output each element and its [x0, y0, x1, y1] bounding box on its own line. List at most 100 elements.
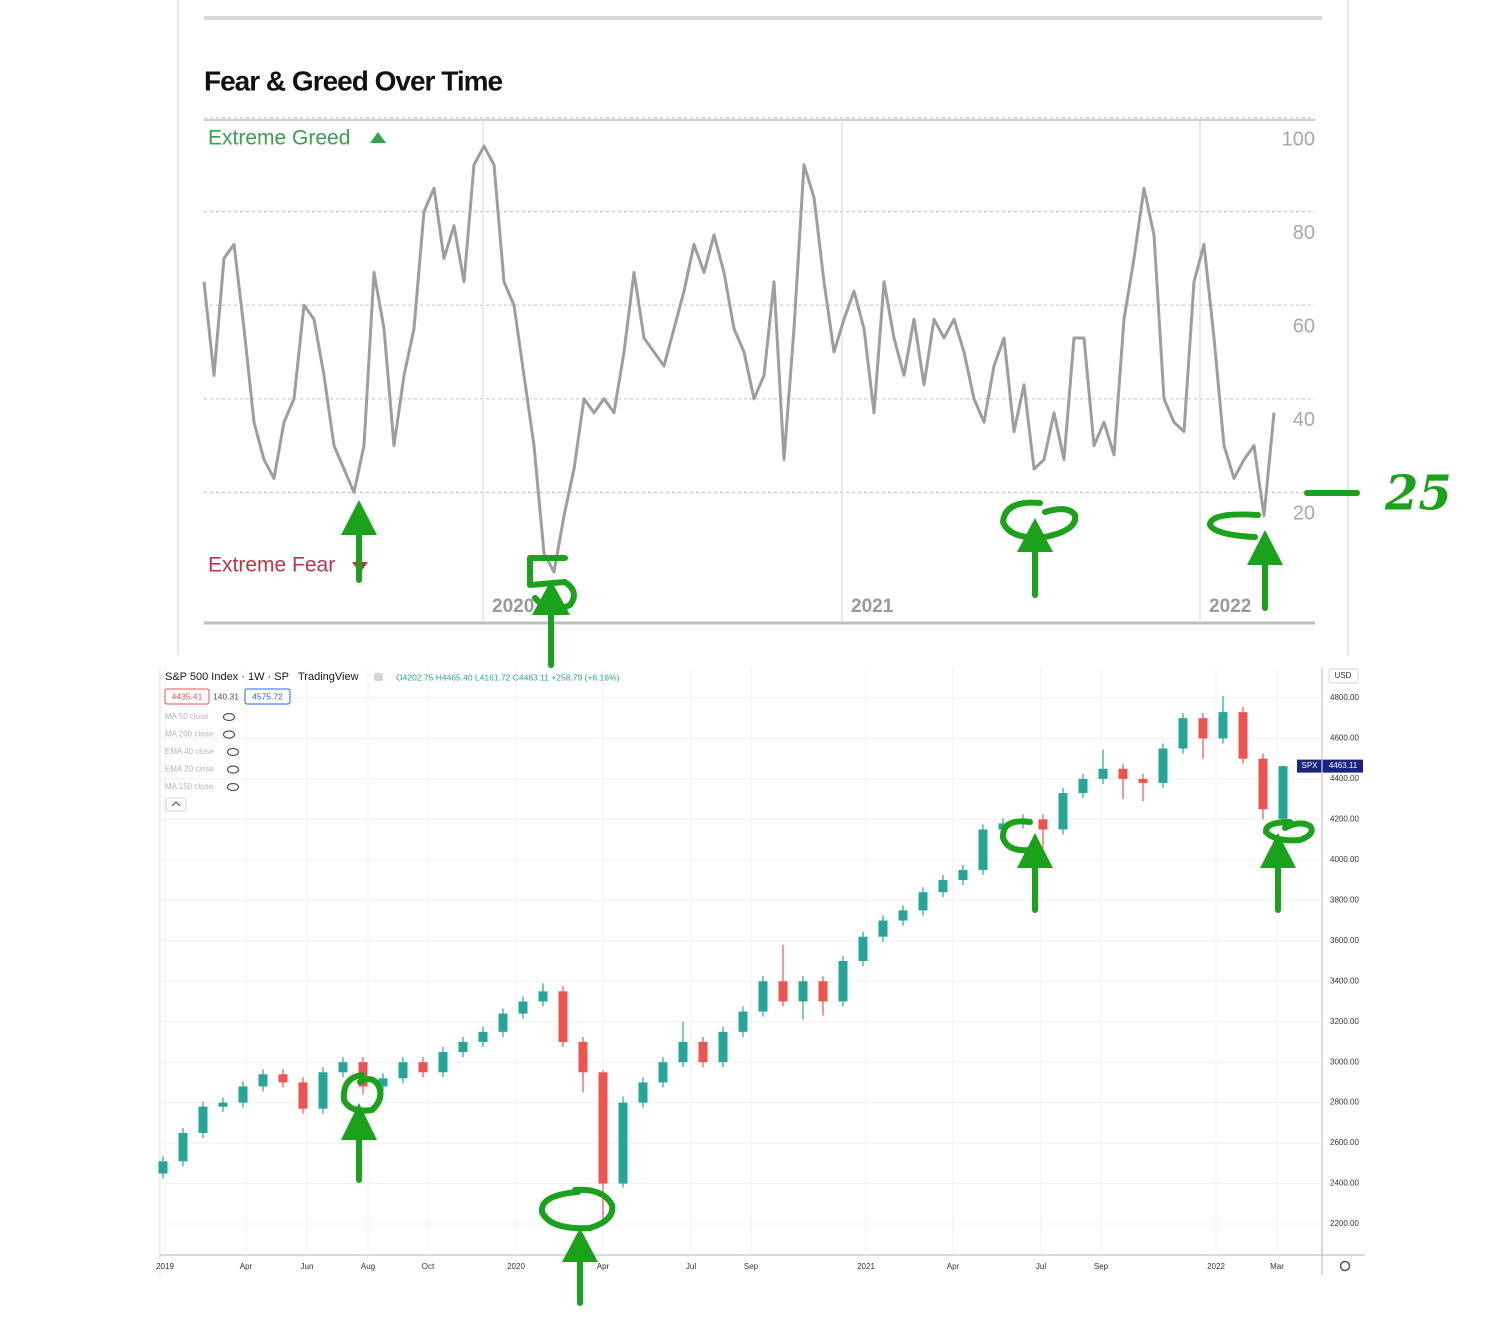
- x-tick-label: Mar: [1270, 1262, 1284, 1271]
- candle-body: [198, 1106, 208, 1133]
- indicator-label: MA 150 close: [165, 782, 214, 791]
- arrow-head: [1017, 833, 1053, 868]
- price-tag: [1297, 759, 1363, 773]
- y-tick-label: 4400.00: [1330, 774, 1359, 783]
- quote-value: 4575.72: [252, 691, 283, 701]
- extreme-greed-label: Extreme Greed: [208, 127, 350, 150]
- visibility-icon[interactable]: [226, 765, 240, 774]
- candle-body: [578, 1041, 588, 1073]
- scribble: [1000, 818, 1033, 854]
- visibility-icon[interactable]: [226, 747, 240, 757]
- candle-body: [458, 1041, 468, 1053]
- candle-body: [638, 1082, 648, 1103]
- visibility-icon[interactable]: [222, 712, 236, 722]
- candle-body: [598, 1072, 608, 1184]
- y-tick-label: 100: [1282, 128, 1315, 150]
- hand-annotations-bottom: [340, 818, 1315, 1306]
- candle-body: [1078, 778, 1088, 794]
- arrow-head: [1260, 833, 1296, 868]
- candle-body: [158, 1161, 168, 1174]
- candle-body: [378, 1078, 388, 1087]
- arrow-head: [1247, 530, 1283, 565]
- candle-body: [558, 991, 568, 1042]
- y-tick-label: 4600.00: [1330, 734, 1359, 743]
- candle-body: [1138, 778, 1148, 783]
- candle-body: [1278, 766, 1288, 819]
- y-tick-label: 4000.00: [1330, 855, 1359, 864]
- currency-box[interactable]: [1328, 668, 1359, 684]
- x-tick-label: Aug: [361, 1262, 375, 1271]
- extreme-fear-label: Extreme Fear: [208, 554, 335, 577]
- candle-body: [658, 1062, 668, 1083]
- x-tick-label: 2020: [507, 1262, 525, 1271]
- candle-body: [1218, 712, 1228, 739]
- menu-button[interactable]: [374, 673, 383, 681]
- candle-body: [758, 981, 768, 1012]
- fear-greed-chart: Fear & Greed Over Time 20 40 60 80 100 2020 202…: [202, 65, 1452, 622]
- candle-body: [1098, 768, 1108, 779]
- candle-body: [858, 936, 868, 961]
- scribble: [1207, 511, 1261, 540]
- x-tick-label: 2021: [851, 596, 894, 617]
- candle-body: [438, 1052, 448, 1073]
- arrow-head: [562, 1228, 598, 1262]
- y-tick-label: 3200.00: [1330, 1017, 1359, 1026]
- candle-body: [738, 1011, 748, 1032]
- y-tick-label: 60: [1293, 315, 1315, 337]
- arrow-head: [341, 1103, 377, 1140]
- indicator-label: MA 50 close: [165, 712, 209, 721]
- hand-annotations-top: [341, 490, 1360, 668]
- y-tick-label: 3800.00: [1330, 895, 1359, 904]
- visibility-icon[interactable]: [226, 782, 240, 792]
- candle-body: [798, 981, 808, 1002]
- y-tick-label: 2800.00: [1330, 1098, 1359, 1107]
- candle-body: [838, 960, 848, 1002]
- candle-body: [898, 910, 908, 921]
- scribble: [527, 555, 577, 612]
- indicator-label: EMA 20 close: [165, 765, 214, 774]
- y-tick-label: 2600.00: [1330, 1138, 1359, 1147]
- y-tick-label: 3400.00: [1330, 976, 1359, 985]
- x-tick-label: Sep: [744, 1262, 759, 1271]
- arrow-head: [341, 500, 377, 535]
- candle-body: [258, 1074, 268, 1087]
- candle-body: [1238, 712, 1248, 759]
- chart-title: S&P 500 Index · 1W · SP: [165, 671, 289, 683]
- candle-body: [1058, 793, 1068, 830]
- candle-body: [1198, 718, 1208, 739]
- x-tick-label: Apr: [947, 1262, 960, 1271]
- candle-body: [978, 829, 988, 870]
- x-tick-label: Apr: [240, 1262, 253, 1271]
- x-tick-label: Sep: [1094, 1262, 1109, 1271]
- y-tick-label: 80: [1293, 222, 1315, 244]
- quote-box: [164, 688, 210, 705]
- price-tag-symbol: SPX: [1301, 761, 1318, 770]
- y-tick-label: 4800.00: [1330, 693, 1359, 702]
- quote-value: 140.31: [213, 691, 239, 701]
- x-tick-label: 2020: [492, 596, 534, 617]
- candle-body: [958, 869, 968, 881]
- currency-label: USD: [1335, 671, 1352, 680]
- collapse-button[interactable]: [165, 797, 187, 812]
- x-tick-label: Jul: [686, 1262, 696, 1271]
- up-triangle: [370, 132, 386, 143]
- settings-icon[interactable]: [1339, 1260, 1351, 1272]
- y-tick-label: 4200.00: [1330, 814, 1359, 823]
- candle-body: [618, 1102, 628, 1184]
- candle-body: [478, 1031, 488, 1042]
- candle-body: [538, 991, 548, 1002]
- chart-title: Fear & Greed Over Time: [204, 65, 503, 96]
- candle-body: [518, 1001, 528, 1014]
- candle-body: [938, 880, 948, 893]
- candle-body: [238, 1086, 248, 1103]
- candle-body: [498, 1013, 508, 1032]
- visibility-icon[interactable]: [222, 730, 236, 739]
- candle-body: [698, 1041, 708, 1063]
- candle-body: [918, 892, 928, 911]
- candle-body: [318, 1072, 328, 1109]
- x-tick-label: 2019: [156, 1262, 174, 1271]
- x-tick-label: Jun: [301, 1262, 314, 1271]
- x-tick-label: Oct: [422, 1262, 435, 1271]
